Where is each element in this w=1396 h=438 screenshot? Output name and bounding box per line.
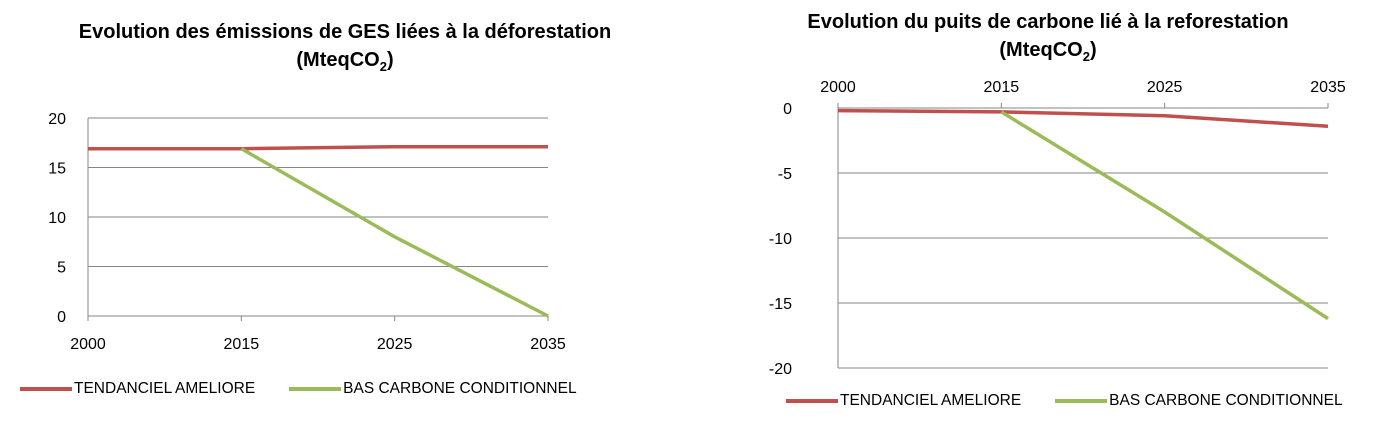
- series-line-bas-carbone: [1000, 110, 1329, 321]
- chart-legend: TENDANCIEL AMELIORE BAS CARBONE CONDITIO…: [20, 380, 611, 398]
- x-tick-label: 2025: [1147, 79, 1183, 96]
- chart-title-main: Evolution des émissions de GES liées à l…: [78, 21, 612, 43]
- legend-item-tendanciel: TENDANCIEL AMELIORE: [20, 380, 255, 398]
- y-tick-label: -5: [778, 166, 792, 183]
- x-tick-label: 2015: [984, 79, 1020, 96]
- chart-title-unit: (MteqCO2): [296, 49, 394, 74]
- chart-plot-area: 0 -5 -10 -15 -20 2000 2015 2025 2035: [769, 79, 1346, 378]
- chart-title: Evolution du puits de carbone lié à la r…: [700, 8, 1396, 71]
- y-tick-label: 15: [48, 161, 66, 178]
- legend-label-tendanciel: TENDANCIEL AMELIORE: [74, 380, 256, 397]
- series-line-bas-carbone: [240, 147, 549, 318]
- x-tick-label: 2025: [377, 336, 413, 353]
- deforestation-chart: Evolution des émissions de GES liées à l…: [0, 0, 690, 438]
- chart-legend: TENDANCIEL AMELIORE BAS CARBONE CONDITIO…: [786, 392, 1377, 410]
- series-line-tendanciel: [88, 144, 548, 151]
- y-tick-label: 0: [57, 309, 66, 326]
- legend-label-bas-carbone: BAS CARBONE CONDITIONNEL: [343, 380, 577, 397]
- y-tick-label: -15: [769, 296, 792, 313]
- series-line-tendanciel: [837, 108, 1329, 128]
- y-tick-label: 10: [48, 210, 66, 227]
- legend-swatch-tendanciel: [786, 399, 838, 403]
- legend-item-bas-carbone: BAS CARBONE CONDITIONNEL: [1055, 392, 1343, 410]
- legend-swatch-bas-carbone: [289, 387, 342, 391]
- legend-item-tendanciel: TENDANCIEL AMELIORE: [786, 392, 1021, 410]
- reforestation-chart: Evolution du puits de carbone lié à la r…: [700, 0, 1396, 438]
- y-tick-label: -20: [769, 361, 792, 378]
- x-tick-label: 2000: [820, 79, 856, 96]
- chart-title-main: Evolution du puits de carbone lié à la r…: [807, 11, 1289, 33]
- legend-swatch-tendanciel: [20, 387, 72, 391]
- y-tick-label: 0: [783, 101, 792, 118]
- x-tick-label: 2015: [224, 336, 260, 353]
- legend-label-tendanciel: TENDANCIEL AMELIORE: [840, 392, 1022, 409]
- x-tick-label: 2035: [1310, 79, 1346, 96]
- x-tick-label: 2035: [530, 336, 566, 353]
- chart-title: Evolution des émissions de GES liées à l…: [0, 18, 690, 81]
- chart-title-unit: (MteqCO2): [999, 39, 1097, 64]
- legend-item-bas-carbone: BAS CARBONE CONDITIONNEL: [289, 380, 577, 398]
- chart-plot-area: 0 5 10 15 20 2000 2015 2025 2035: [48, 111, 566, 353]
- legend-swatch-bas-carbone: [1055, 399, 1108, 403]
- legend-label-bas-carbone: BAS CARBONE CONDITIONNEL: [1109, 392, 1343, 409]
- x-tick-label: 2000: [70, 336, 106, 353]
- y-tick-label: -10: [769, 231, 792, 248]
- y-tick-label: 20: [48, 111, 66, 128]
- y-tick-label: 5: [57, 260, 66, 277]
